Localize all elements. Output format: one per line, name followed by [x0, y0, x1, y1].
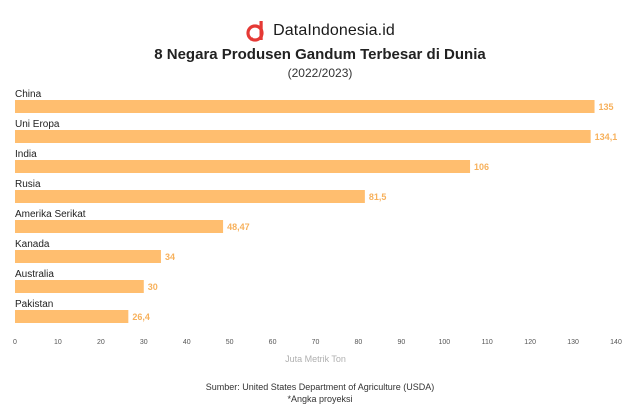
x-tick-label: 60 [269, 339, 277, 346]
value-label: 106 [474, 162, 489, 172]
x-tick-label: 40 [183, 339, 191, 346]
bar [15, 100, 595, 113]
category-label: China [15, 89, 42, 100]
x-tick-label: 20 [97, 339, 105, 346]
x-tick-label: 10 [54, 339, 62, 346]
bar [15, 130, 591, 143]
value-label: 81,5 [369, 192, 387, 202]
bar [15, 310, 129, 323]
source-note: Sumber: United States Department of Agri… [205, 382, 435, 392]
bar [15, 190, 365, 203]
x-tick-label: 120 [524, 339, 536, 346]
bar [15, 160, 471, 173]
x-tick-label: 0 [13, 339, 17, 346]
x-axis-label: Juta Metrik Ton [285, 354, 346, 364]
projection-note: *Angka proyeksi [287, 394, 353, 404]
category-label: Rusia [15, 179, 41, 190]
category-label: Kanada [15, 239, 50, 250]
bar [15, 220, 224, 233]
x-tick-label: 50 [226, 339, 234, 346]
dataindonesia-logo-icon [246, 21, 264, 42]
value-label: 34 [165, 252, 175, 262]
brand-name: DataIndonesia.id [273, 22, 395, 39]
x-tick-label: 110 [482, 339, 493, 346]
value-label: 48,47 [227, 222, 250, 232]
category-label: Pakistan [15, 299, 53, 310]
x-tick-label: 80 [355, 339, 363, 346]
x-tick-label: 70 [312, 339, 320, 346]
category-label: Uni Eropa [15, 119, 60, 130]
category-label: Australia [15, 269, 54, 280]
x-tick-label: 100 [438, 339, 450, 346]
value-label: 134,1 [595, 132, 618, 142]
value-label: 135 [599, 102, 614, 112]
chart-title: 8 Negara Produsen Gandum Terbesar di Dun… [154, 46, 486, 63]
x-tick-label: 130 [567, 339, 579, 346]
x-tick-label: 140 [610, 339, 622, 346]
bar [15, 280, 144, 293]
value-label: 26,4 [132, 312, 150, 322]
chart-subtitle: (2022/2023) [287, 66, 353, 80]
value-label: 30 [148, 282, 158, 292]
brand: DataIndonesia.id [0, 19, 640, 43]
bar [15, 250, 161, 263]
category-label: India [15, 149, 37, 160]
x-tick-label: 30 [140, 339, 148, 346]
x-tick-label: 90 [397, 339, 405, 346]
category-label: Amerika Serikat [15, 209, 86, 220]
